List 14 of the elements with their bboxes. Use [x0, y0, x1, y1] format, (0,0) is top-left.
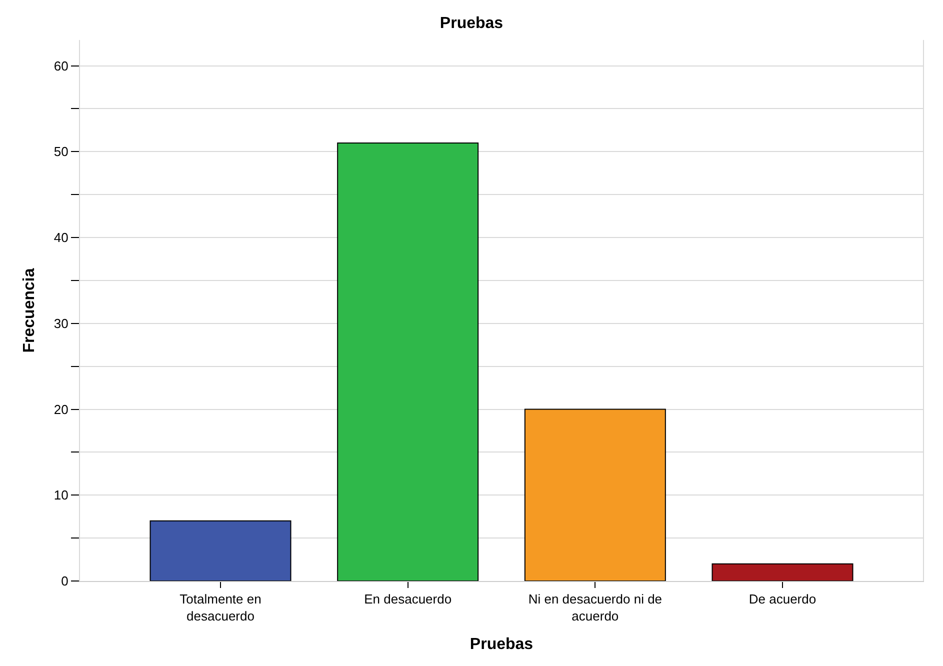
- x-tick-label: Totalmente en desacuerdo: [180, 592, 262, 624]
- x-axis-title: Pruebas: [470, 636, 534, 654]
- y-tick-label: 50: [54, 144, 68, 160]
- x-tick-label: En desacuerdo: [364, 592, 452, 607]
- y-tick-label: 60: [54, 58, 68, 74]
- y-tick-label: 30: [54, 316, 68, 331]
- y-axis-title: Frecuencia: [20, 268, 38, 353]
- y-tick-label: 20: [54, 402, 68, 417]
- y-tick-label: 10: [54, 488, 68, 503]
- chart-title: Pruebas: [440, 14, 504, 32]
- x-tick-label: Ni en desacuerdo ni de acuerdo: [528, 592, 662, 624]
- x-tick-label: De acuerdo: [748, 592, 816, 607]
- y-tick-label: 0: [61, 574, 68, 589]
- y-tick-label: 40: [54, 230, 68, 246]
